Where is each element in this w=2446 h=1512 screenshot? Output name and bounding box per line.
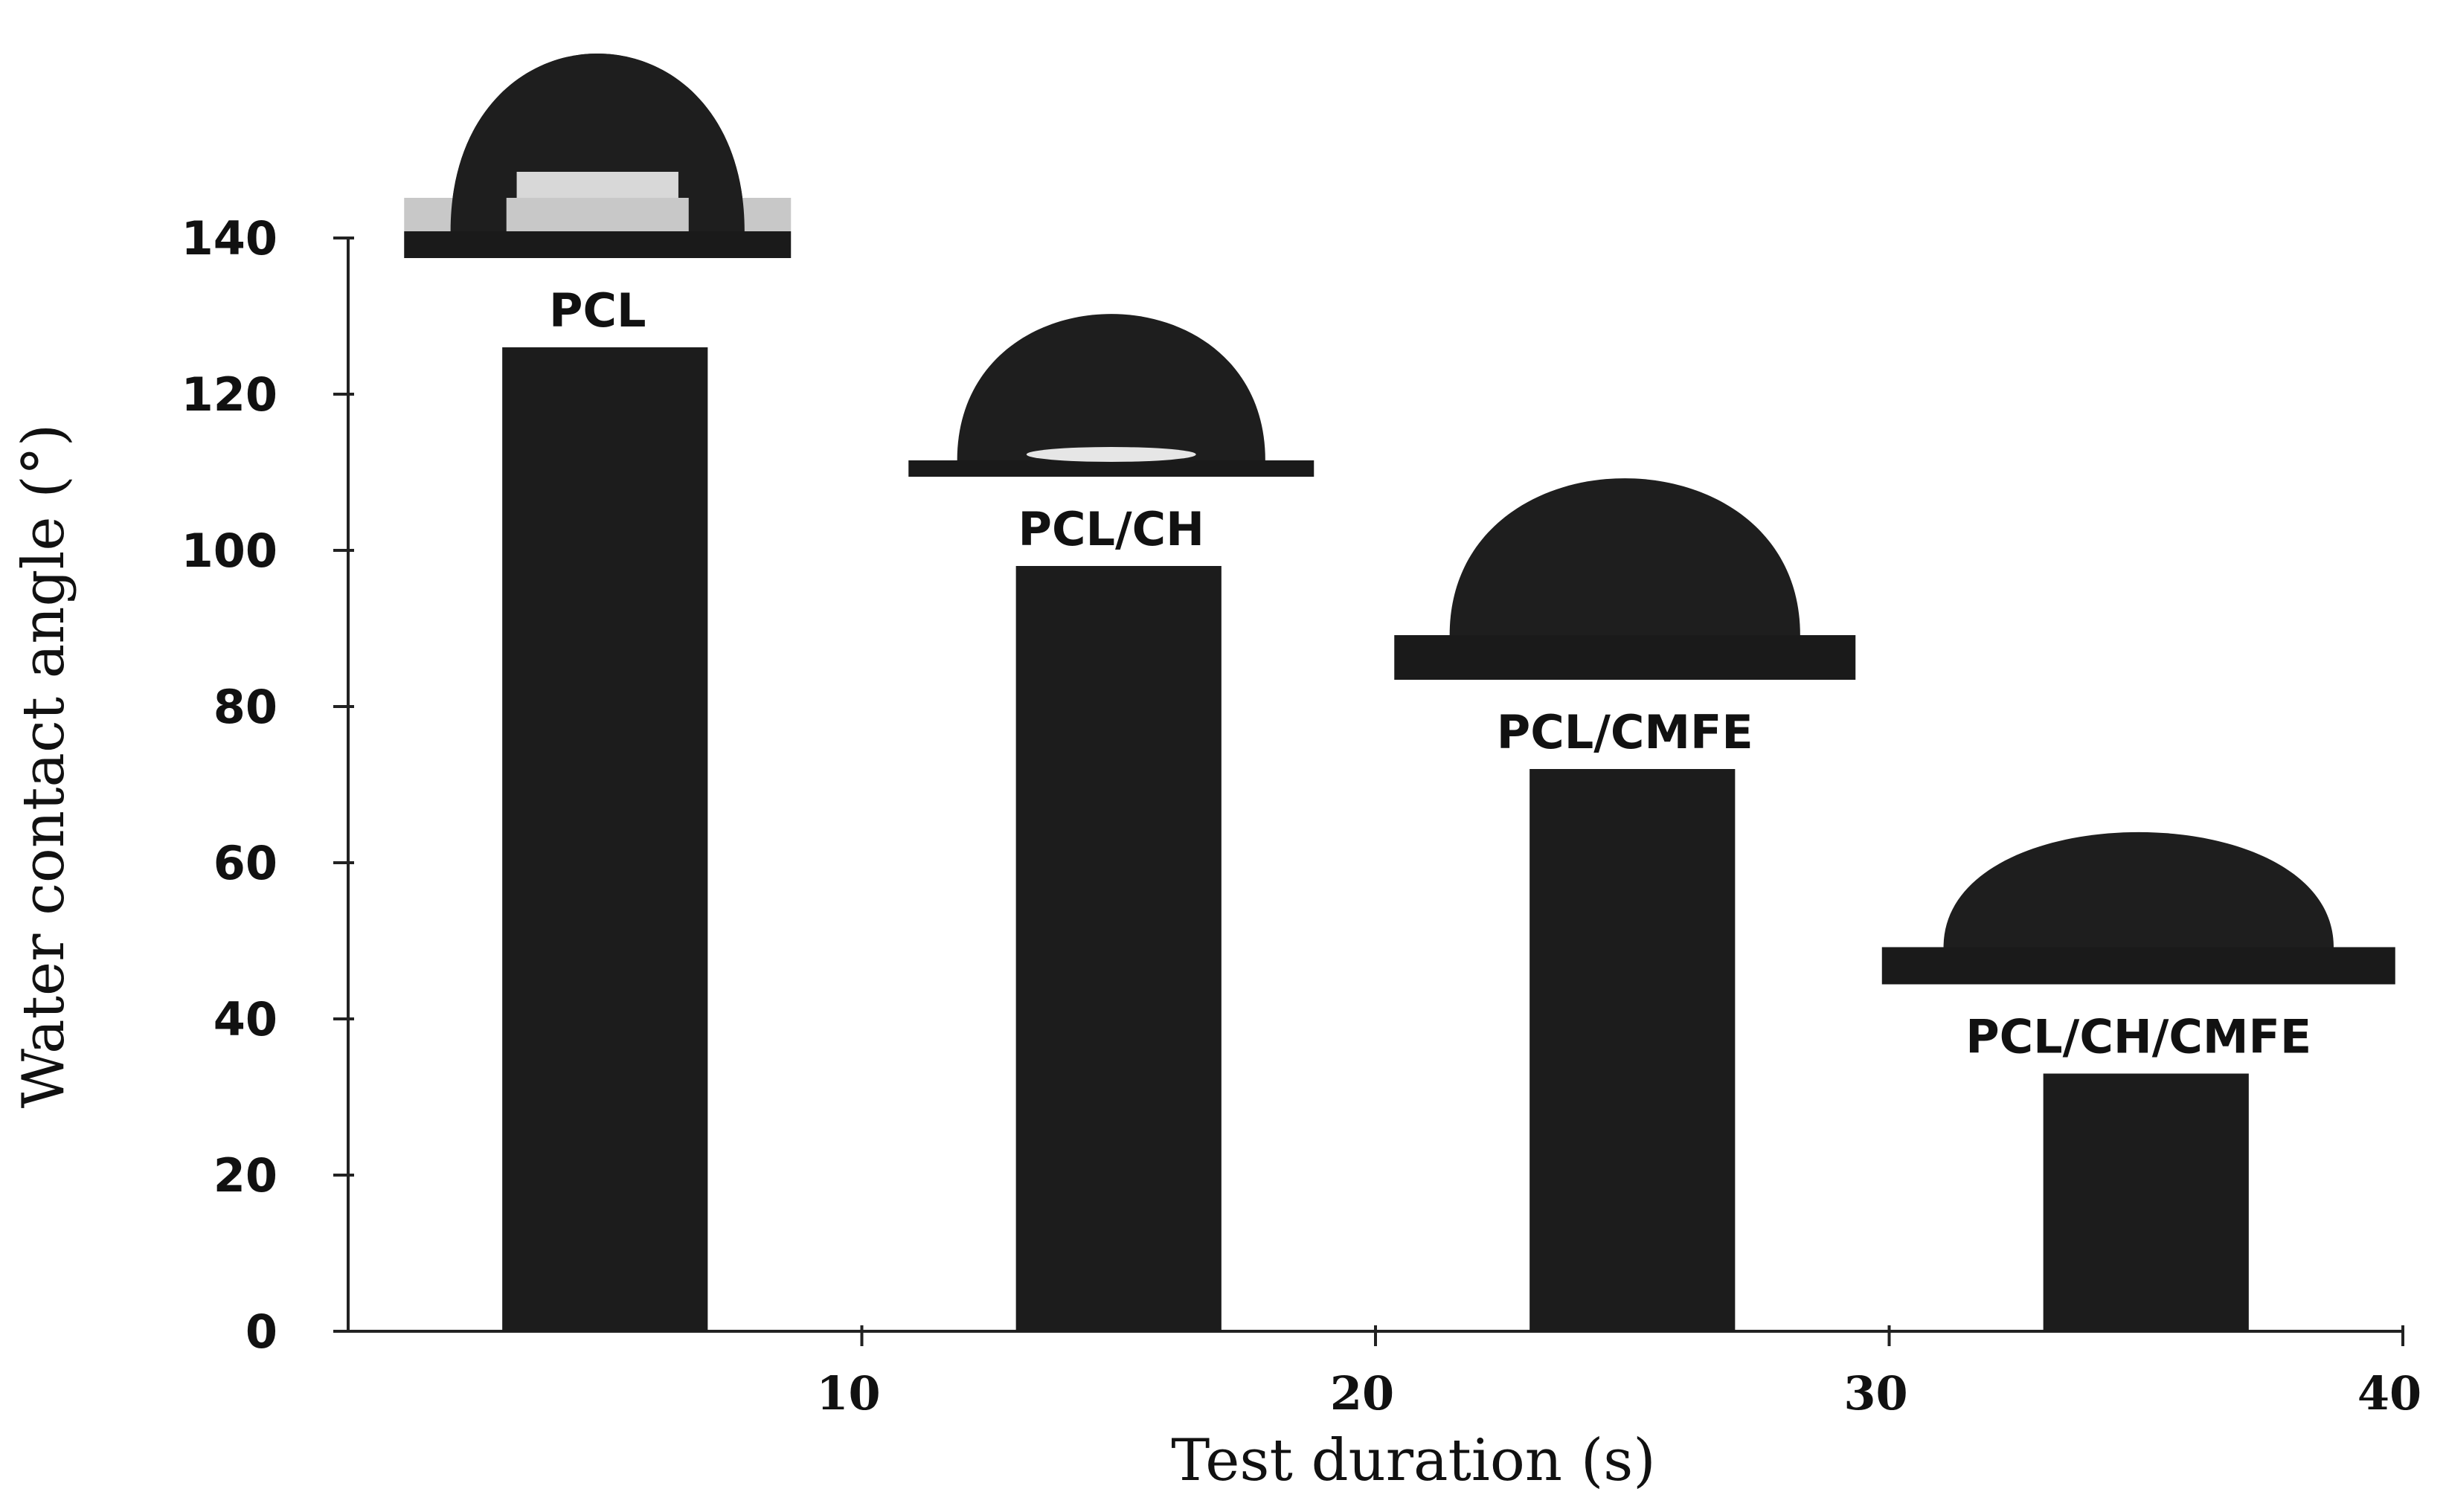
bar-3 — [2043, 1073, 2249, 1331]
x-axis-title: Test duration (s) — [1171, 1427, 1655, 1494]
droplet-image-1 — [908, 314, 1315, 477]
bar-label: PCL/CH — [1018, 502, 1204, 556]
substrate — [1881, 947, 2395, 985]
axes: 0 20 40 60 80 100 120 140 10 20 30 40 — [182, 211, 2422, 1421]
y-tick-label: 20 — [214, 1148, 277, 1203]
bar-1 — [1015, 566, 1222, 1331]
droplet-image-0 — [404, 53, 792, 258]
substrate — [908, 460, 1315, 477]
bar-label: PCL/CH/CMFE — [1965, 1010, 2311, 1064]
y-tick-label: 140 — [182, 211, 277, 266]
y-tick-label: 0 — [245, 1304, 277, 1359]
droplet-images — [404, 53, 2395, 985]
substrate — [404, 231, 792, 258]
y-tick-label: 60 — [214, 836, 277, 890]
x-tick-label: 40 — [2357, 1366, 2421, 1421]
x-tick-label: 30 — [1843, 1366, 1907, 1421]
droplet-image-2 — [1394, 478, 1856, 680]
bar-2 — [1529, 769, 1736, 1331]
droplet — [957, 314, 1265, 460]
substrate — [1394, 635, 1856, 680]
bar-label: PCL — [549, 283, 646, 338]
droplet — [1449, 478, 1800, 635]
droplet-reflection — [1026, 447, 1196, 462]
droplet-image-3 — [1881, 831, 2395, 985]
bars — [502, 347, 2249, 1331]
y-axis-title: Water contact angle (°) — [10, 424, 77, 1108]
y-tick-label: 100 — [182, 524, 277, 578]
x-tick-label: 20 — [1330, 1366, 1394, 1421]
droplet-outline — [450, 53, 745, 231]
y-tick-label: 40 — [214, 992, 277, 1046]
x-tick-label: 10 — [816, 1366, 880, 1421]
bar-label: PCL/CMFE — [1497, 705, 1753, 759]
y-tick-label: 120 — [182, 367, 277, 422]
bar-0 — [502, 347, 708, 1331]
bar-labels: PCL PCL/CH PCL/CMFE PCL/CH/CMFE — [549, 283, 2311, 1064]
droplet — [1943, 831, 2334, 948]
y-tick-label: 80 — [214, 680, 277, 734]
